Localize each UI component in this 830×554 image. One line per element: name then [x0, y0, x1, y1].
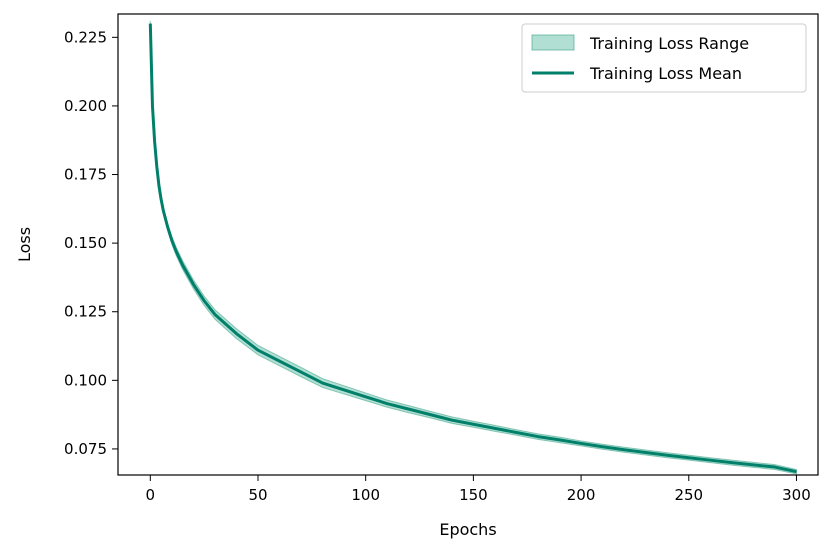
legend-swatch-range: [531, 34, 575, 51]
y-tick-label: 0.150: [64, 234, 107, 252]
x-axis-label: Epochs: [439, 520, 496, 539]
plot-area: [148, 20, 797, 475]
x-axis-ticks: 0 50 100 150 200 250 300: [146, 475, 811, 504]
y-tick-label: 0.175: [64, 166, 107, 184]
y-tick-label: 0.100: [64, 371, 107, 389]
training-loss-range-band: [149, 20, 797, 475]
x-tick-label: 100: [351, 486, 380, 504]
y-tick-label: 0.225: [64, 28, 107, 46]
x-tick-label: 200: [567, 486, 596, 504]
legend: Training Loss Range Training Loss Mean: [521, 23, 807, 93]
y-tick-label: 0.075: [64, 440, 107, 458]
x-tick-label: 150: [459, 486, 488, 504]
x-tick-label: 0: [146, 486, 156, 504]
training-loss-mean-line: [148, 23, 797, 474]
x-tick-label: 250: [674, 486, 703, 504]
y-tick-label: 0.125: [64, 303, 107, 321]
y-tick-label: 0.200: [64, 97, 107, 115]
y-axis-label: Loss: [15, 227, 34, 262]
y-axis-ticks: 0.075 0.100 0.125 0.150 0.175 0.200 0.225: [64, 28, 118, 458]
legend-label-mean: Training Loss Mean: [589, 64, 742, 83]
axes-frame: [117, 13, 819, 476]
x-tick-label: 50: [248, 486, 267, 504]
x-tick-label: 300: [782, 486, 811, 504]
legend-label-range: Training Loss Range: [589, 34, 749, 53]
legend-box: [521, 23, 807, 93]
